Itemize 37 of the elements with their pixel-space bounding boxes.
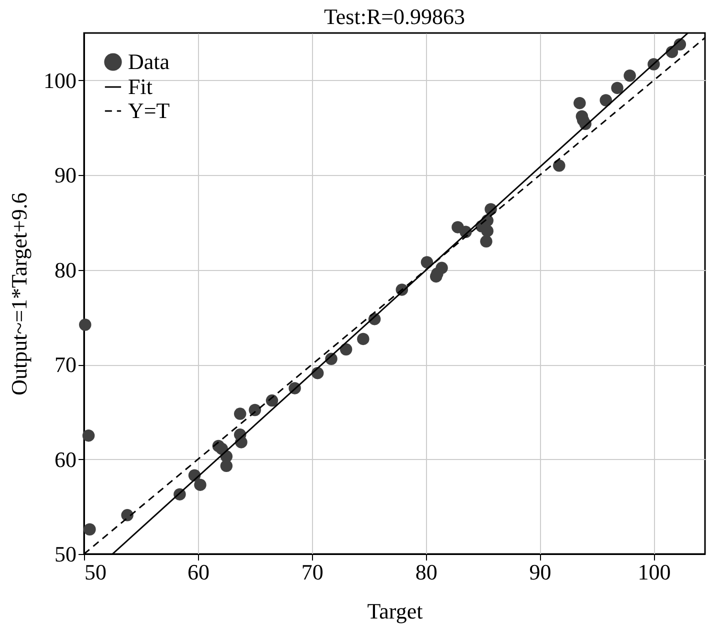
x-tick-label: 50: [84, 560, 106, 584]
point: [611, 82, 624, 94]
point: [340, 343, 352, 356]
legend-label: Fit: [128, 74, 152, 99]
point: [79, 318, 92, 331]
point: [220, 460, 233, 472]
point: [248, 404, 262, 416]
y-tick-label: 90: [54, 162, 76, 188]
point: [624, 70, 636, 82]
legend-label: Y=T: [128, 98, 170, 123]
point: [600, 94, 612, 106]
point: [574, 96, 586, 110]
chart-title: Test:R=0.99863: [324, 4, 466, 29]
point: [266, 394, 278, 407]
point: [82, 429, 95, 442]
y-tick-label: 80: [54, 257, 76, 282]
x-tick-label: 80: [415, 560, 438, 584]
point: [234, 408, 246, 420]
x-tick-label: 70: [301, 560, 324, 584]
point: [357, 332, 370, 346]
y-axis-title: Output~=1*Target+9.6: [6, 192, 32, 396]
point: [420, 256, 434, 268]
y-tick-label: 100: [44, 68, 76, 93]
point: [121, 509, 134, 522]
point: [553, 160, 566, 172]
x-tick-label: 90: [529, 560, 552, 584]
y-tick-label: 50: [54, 542, 76, 566]
y-tick-label: 70: [54, 352, 76, 378]
point: [84, 523, 96, 536]
point: [481, 224, 494, 238]
x-axis-title: Target: [367, 598, 423, 624]
point: [480, 235, 492, 248]
legend-label: Data: [128, 49, 170, 74]
y-tick-label: 60: [54, 446, 76, 472]
point: [194, 478, 206, 491]
x-tick-label: 100: [638, 560, 671, 584]
x-tick-label: 60: [187, 560, 210, 584]
